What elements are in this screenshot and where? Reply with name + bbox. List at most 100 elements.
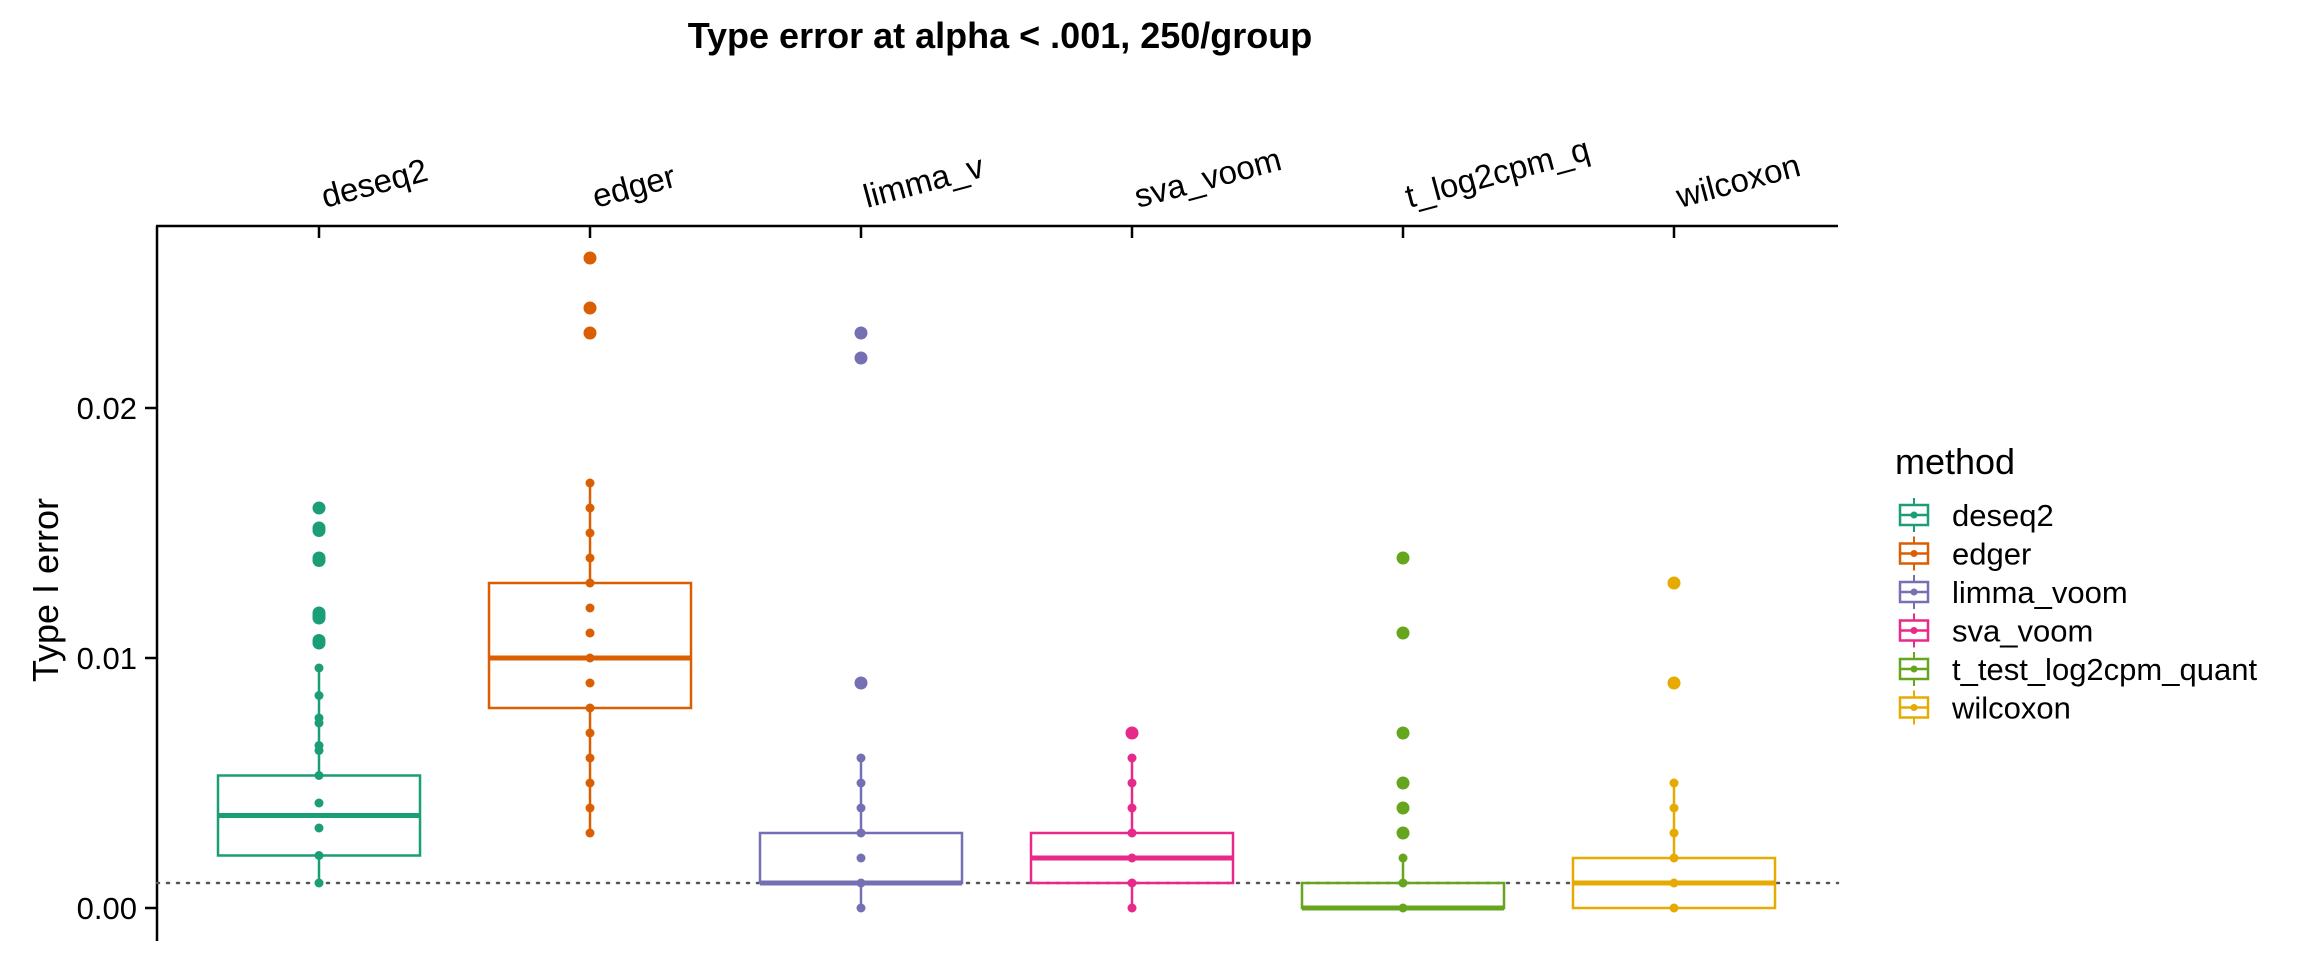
data-point — [1127, 853, 1137, 863]
y-axis-title: Type I error — [25, 498, 66, 682]
outlier-point — [1396, 626, 1410, 640]
data-point — [314, 798, 324, 808]
y-tick-label: 0.02 — [77, 391, 137, 426]
data-point — [1127, 778, 1137, 788]
data-point — [314, 741, 324, 750]
legend-label: limma_voom — [1952, 575, 2128, 610]
outlier-point — [312, 634, 326, 647]
data-point — [856, 903, 866, 913]
data-point — [1127, 753, 1137, 763]
legend-item-sva_voom: sva_voom — [1898, 613, 2093, 649]
outlier-point — [312, 501, 326, 515]
boxplot-edger — [487, 251, 693, 838]
outlier-point — [1396, 726, 1410, 740]
legend-key-point — [1910, 665, 1918, 673]
legend-item-t_test_log2cpm_quant: t_test_log2cpm_quant — [1898, 652, 2257, 687]
legend-key-point — [1910, 588, 1918, 596]
data-point — [314, 851, 324, 860]
x-tick-label: edger — [588, 157, 679, 215]
x-tick-label: limma_v — [859, 147, 988, 215]
data-point — [856, 853, 866, 863]
legend-key-point — [1910, 627, 1918, 634]
boxplot-sva_voom — [1029, 726, 1235, 913]
data-point — [1127, 903, 1137, 913]
outlier-point — [1667, 676, 1681, 690]
outlier-point — [1396, 801, 1410, 815]
data-point — [1127, 878, 1137, 888]
data-point — [1669, 828, 1679, 838]
legend-label: t_test_log2cpm_quant — [1952, 652, 2257, 687]
y-tick-label: 0.01 — [77, 641, 137, 676]
axes: 0.00 0.01 0.02 deseq2 edger limma_v sva_voom t_… — [77, 130, 1838, 941]
data-point — [1398, 853, 1408, 863]
data-point — [585, 503, 595, 513]
legend-key-point — [1910, 511, 1918, 519]
boxplot-limma_voom — [758, 326, 964, 913]
outlier-point — [312, 606, 326, 620]
data-point — [585, 803, 595, 813]
data-point — [314, 691, 324, 700]
data-point — [1127, 828, 1137, 838]
legend-label: wilcoxon — [1951, 691, 2071, 726]
box — [487, 581, 693, 710]
data-point — [585, 653, 595, 663]
data-point — [585, 678, 595, 688]
chart-title: Type error at alpha < .001, 250/group — [688, 15, 1313, 56]
outlier-point — [1667, 576, 1681, 590]
outlier-point — [583, 301, 597, 315]
data-point — [1669, 803, 1679, 813]
boxplot-wilcoxon — [1571, 576, 1777, 913]
outlier-point — [312, 551, 326, 565]
data-point — [314, 713, 324, 723]
y-tick-label: 0.00 — [77, 891, 137, 926]
data-point — [1669, 878, 1679, 888]
data-point — [1669, 853, 1679, 863]
legend-title: method — [1895, 441, 2015, 482]
data-point — [585, 628, 595, 638]
boxplots — [216, 251, 1777, 913]
outlier-point — [1396, 776, 1410, 790]
legend-label: edger — [1952, 537, 2031, 572]
data-point — [585, 528, 595, 538]
outlier-point — [312, 521, 326, 535]
outlier-point — [583, 326, 597, 340]
data-point — [585, 728, 595, 738]
outlier-point — [854, 351, 868, 365]
data-point — [314, 663, 324, 673]
x-tick-label: t_log2cpm_q — [1401, 130, 1593, 215]
legend-item-edger: edger — [1898, 536, 2031, 572]
outlier-point — [1396, 551, 1410, 565]
data-point — [585, 828, 595, 838]
data-point — [1669, 778, 1679, 788]
data-point — [856, 778, 866, 788]
data-point — [1669, 903, 1679, 913]
data-point — [1398, 903, 1408, 913]
legend-label: sva_voom — [1952, 614, 2093, 649]
outlier-point — [583, 251, 597, 265]
data-point — [856, 803, 866, 813]
legend-item-limma_voom: limma_voom — [1898, 575, 2128, 610]
data-point — [585, 578, 595, 588]
data-point — [314, 878, 324, 888]
data-point — [585, 603, 595, 613]
data-point — [314, 771, 324, 780]
legend-item-wilcoxon: wilcoxon — [1898, 690, 2071, 726]
data-point — [856, 753, 866, 763]
data-point — [585, 778, 595, 788]
data-point — [314, 823, 324, 833]
outlier-point — [854, 326, 868, 340]
data-point — [856, 878, 866, 888]
x-tick-label: deseq2 — [317, 151, 431, 215]
data-point — [585, 553, 595, 563]
data-point — [1127, 803, 1137, 813]
outlier-point — [854, 676, 868, 690]
boxplot-deseq2 — [216, 501, 422, 888]
data-point — [585, 478, 595, 488]
boxplot-t_test_log2cpm_quant — [1300, 551, 1506, 913]
legend-label: deseq2 — [1952, 498, 2054, 533]
data-point — [856, 828, 866, 838]
x-tick-label: wilcoxon — [1671, 146, 1804, 215]
x-tick-label: sva_voom — [1130, 140, 1285, 215]
